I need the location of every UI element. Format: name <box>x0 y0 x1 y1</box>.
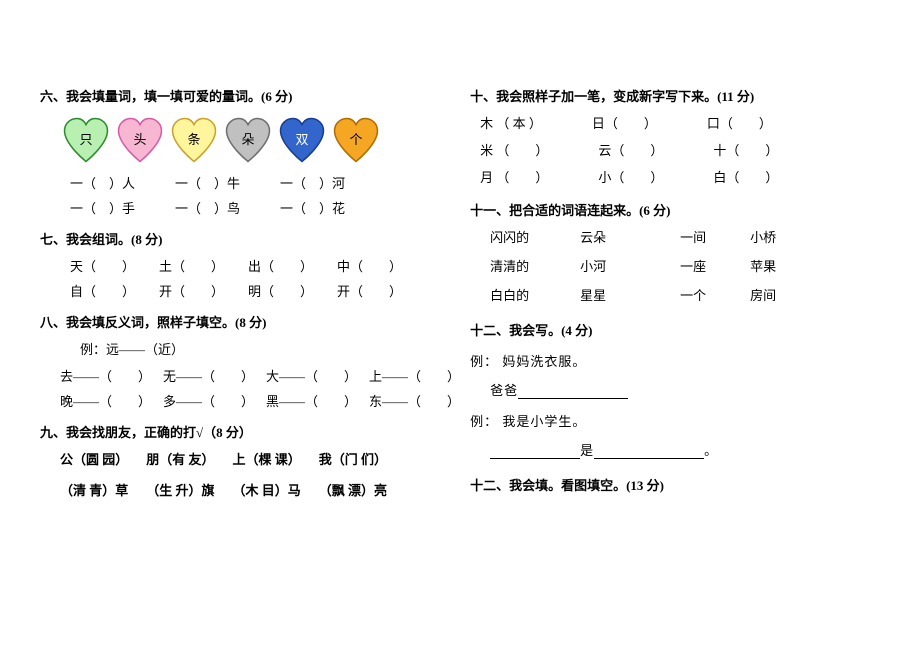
blank: 一（ ）河 <box>280 173 345 192</box>
sec6-row1: 一（ ）人 一（ ）牛 一（ ）河 <box>70 173 460 192</box>
blank-underline <box>490 444 580 459</box>
blank: 土（ ） <box>159 256 224 275</box>
heart-icon: 双 <box>276 117 328 163</box>
blank: 一（ ）鸟 <box>175 198 240 217</box>
blank: 上——（ ） <box>369 366 460 385</box>
blank: 一（ ）人 <box>70 173 135 192</box>
is-text: 是 <box>580 443 594 458</box>
choice: （清 青）草 <box>60 480 128 499</box>
word: 小河 <box>580 256 680 275</box>
period: 。 <box>704 443 718 458</box>
word: 苹果 <box>750 256 810 275</box>
blank: 白（ ） <box>713 167 778 186</box>
blank: 十（ ） <box>713 140 778 159</box>
blank: 中（ ） <box>337 256 402 275</box>
choice: （飘 漂）亮 <box>319 480 387 499</box>
word: 一间 <box>680 227 750 246</box>
sec12-ex1: 例： 妈妈洗衣服。 <box>470 351 880 370</box>
sec12-is-line: 是。 <box>490 440 880 459</box>
section-6-title: 六、我会填量词，填一填可爱的量词。(6 分) <box>40 86 460 105</box>
word: 白白的 <box>490 285 580 304</box>
blank: 大——（ ） <box>266 366 357 385</box>
hearts-row: 只头条朵双个 <box>60 117 460 163</box>
sec12-dad-line: 爸爸 <box>490 380 880 399</box>
sec8-row2: 晚——（ ） 多——（ ） 黑——（ ） 东——（ ） <box>60 391 460 410</box>
example-label: 例： <box>470 414 498 429</box>
blank-underline <box>518 384 628 399</box>
sec7-row2: 自（ ） 开（ ） 明（ ） 开（ ） <box>70 281 460 300</box>
heart-icon: 头 <box>114 117 166 163</box>
blank: 开（ ） <box>337 281 402 300</box>
sec8-row1: 去——（ ） 无——（ ） 大——（ ） 上——（ ） <box>60 366 460 385</box>
blank: 天（ ） <box>70 256 135 275</box>
sec11-row: 清清的 小河 一座 苹果 <box>490 256 880 275</box>
blank: 一（ ）手 <box>70 198 135 217</box>
word: 星星 <box>580 285 680 304</box>
blank: 无——（ ） <box>163 366 254 385</box>
right-column: 十、我会照样子加一笔，变成新字写下来。(11 分) 木 （ 本 ） 日（ ） 口… <box>470 80 880 505</box>
choice: 上（棵 课） <box>233 449 301 468</box>
blank: 东——（ ） <box>369 391 460 410</box>
blank: 口（ ） <box>707 113 772 132</box>
blank: 去——（ ） <box>60 366 151 385</box>
dad-text: 爸爸 <box>490 383 518 398</box>
word: 清清的 <box>490 256 580 275</box>
sec7-row1: 天（ ） 土（ ） 出（ ） 中（ ） <box>70 256 460 275</box>
sec11-row: 闪闪的 云朵 一间 小桥 <box>490 227 880 246</box>
heart-icon: 条 <box>168 117 220 163</box>
sec12-ex2: 例： 我是小学生。 <box>470 411 880 430</box>
example-text: 我是小学生。 <box>502 414 586 429</box>
blank: 云（ ） <box>598 140 663 159</box>
choice: 朋（有 友） <box>146 449 214 468</box>
sec8-example: 例：远——（近） <box>80 339 460 358</box>
section-9-title: 九、我会找朋友，正确的打√（8 分） <box>40 422 460 441</box>
heart-icon: 个 <box>330 117 382 163</box>
blank: 出（ ） <box>248 256 313 275</box>
blank: 米 （ ） <box>480 140 548 159</box>
blank: 木 （ 本 ） <box>480 113 542 132</box>
blank: 一（ ）花 <box>280 198 345 217</box>
blank: 明（ ） <box>248 281 313 300</box>
word: 房间 <box>750 285 810 304</box>
example-label: 例： <box>470 354 498 369</box>
blank: 一（ ）牛 <box>175 173 240 192</box>
sec10-row: 木 （ 本 ） 日（ ） 口（ ） <box>480 113 880 132</box>
section-7-title: 七、我会组词。(8 分) <box>40 229 460 248</box>
section-12-title: 十二、我会写。(4 分) <box>470 320 880 339</box>
sec6-row2: 一（ ）手 一（ ）鸟 一（ ）花 <box>70 198 460 217</box>
blank: 黑——（ ） <box>266 391 357 410</box>
sec9-row2: （清 青）草 （生 升）旗 （木 目）马 （飘 漂）亮 <box>60 480 460 499</box>
heart-icon: 朵 <box>222 117 274 163</box>
word: 一座 <box>680 256 750 275</box>
sec9-row1: 公（圆 园） 朋（有 友） 上（棵 课） 我（门 们） <box>60 449 460 468</box>
blank: 开（ ） <box>159 281 224 300</box>
word: 云朵 <box>580 227 680 246</box>
choice: 我（门 们） <box>319 449 387 468</box>
section-13-title: 十二、我会填。看图填空。(13 分) <box>470 475 880 494</box>
blank: 晚——（ ） <box>60 391 151 410</box>
blank: 多——（ ） <box>163 391 254 410</box>
blank: 月 （ ） <box>480 167 548 186</box>
example-text: 妈妈洗衣服。 <box>502 354 586 369</box>
worksheet-page: 六、我会填量词，填一填可爱的量词。(6 分) 只头条朵双个 一（ ）人 一（ ）… <box>0 0 920 525</box>
choice: （木 目）马 <box>233 480 301 499</box>
sec11-row: 白白的 星星 一个 房间 <box>490 285 880 304</box>
choice: 公（圆 园） <box>60 449 128 468</box>
blank-underline <box>594 444 704 459</box>
heart-icon: 只 <box>60 117 112 163</box>
section-11-title: 十一、把合适的词语连起来。(6 分) <box>470 200 880 219</box>
word: 闪闪的 <box>490 227 580 246</box>
sec10-row: 月 （ ） 小（ ） 白（ ） <box>480 167 880 186</box>
section-8-title: 八、我会填反义词，照样子填空。(8 分) <box>40 312 460 331</box>
blank: 日（ ） <box>592 113 657 132</box>
word: 小桥 <box>750 227 810 246</box>
blank: 自（ ） <box>70 281 135 300</box>
word: 一个 <box>680 285 750 304</box>
choice: （生 升）旗 <box>146 480 214 499</box>
section-10-title: 十、我会照样子加一笔，变成新字写下来。(11 分) <box>470 86 880 105</box>
blank: 小（ ） <box>598 167 663 186</box>
left-column: 六、我会填量词，填一填可爱的量词。(6 分) 只头条朵双个 一（ ）人 一（ ）… <box>40 80 460 505</box>
sec10-row: 米 （ ） 云（ ） 十（ ） <box>480 140 880 159</box>
